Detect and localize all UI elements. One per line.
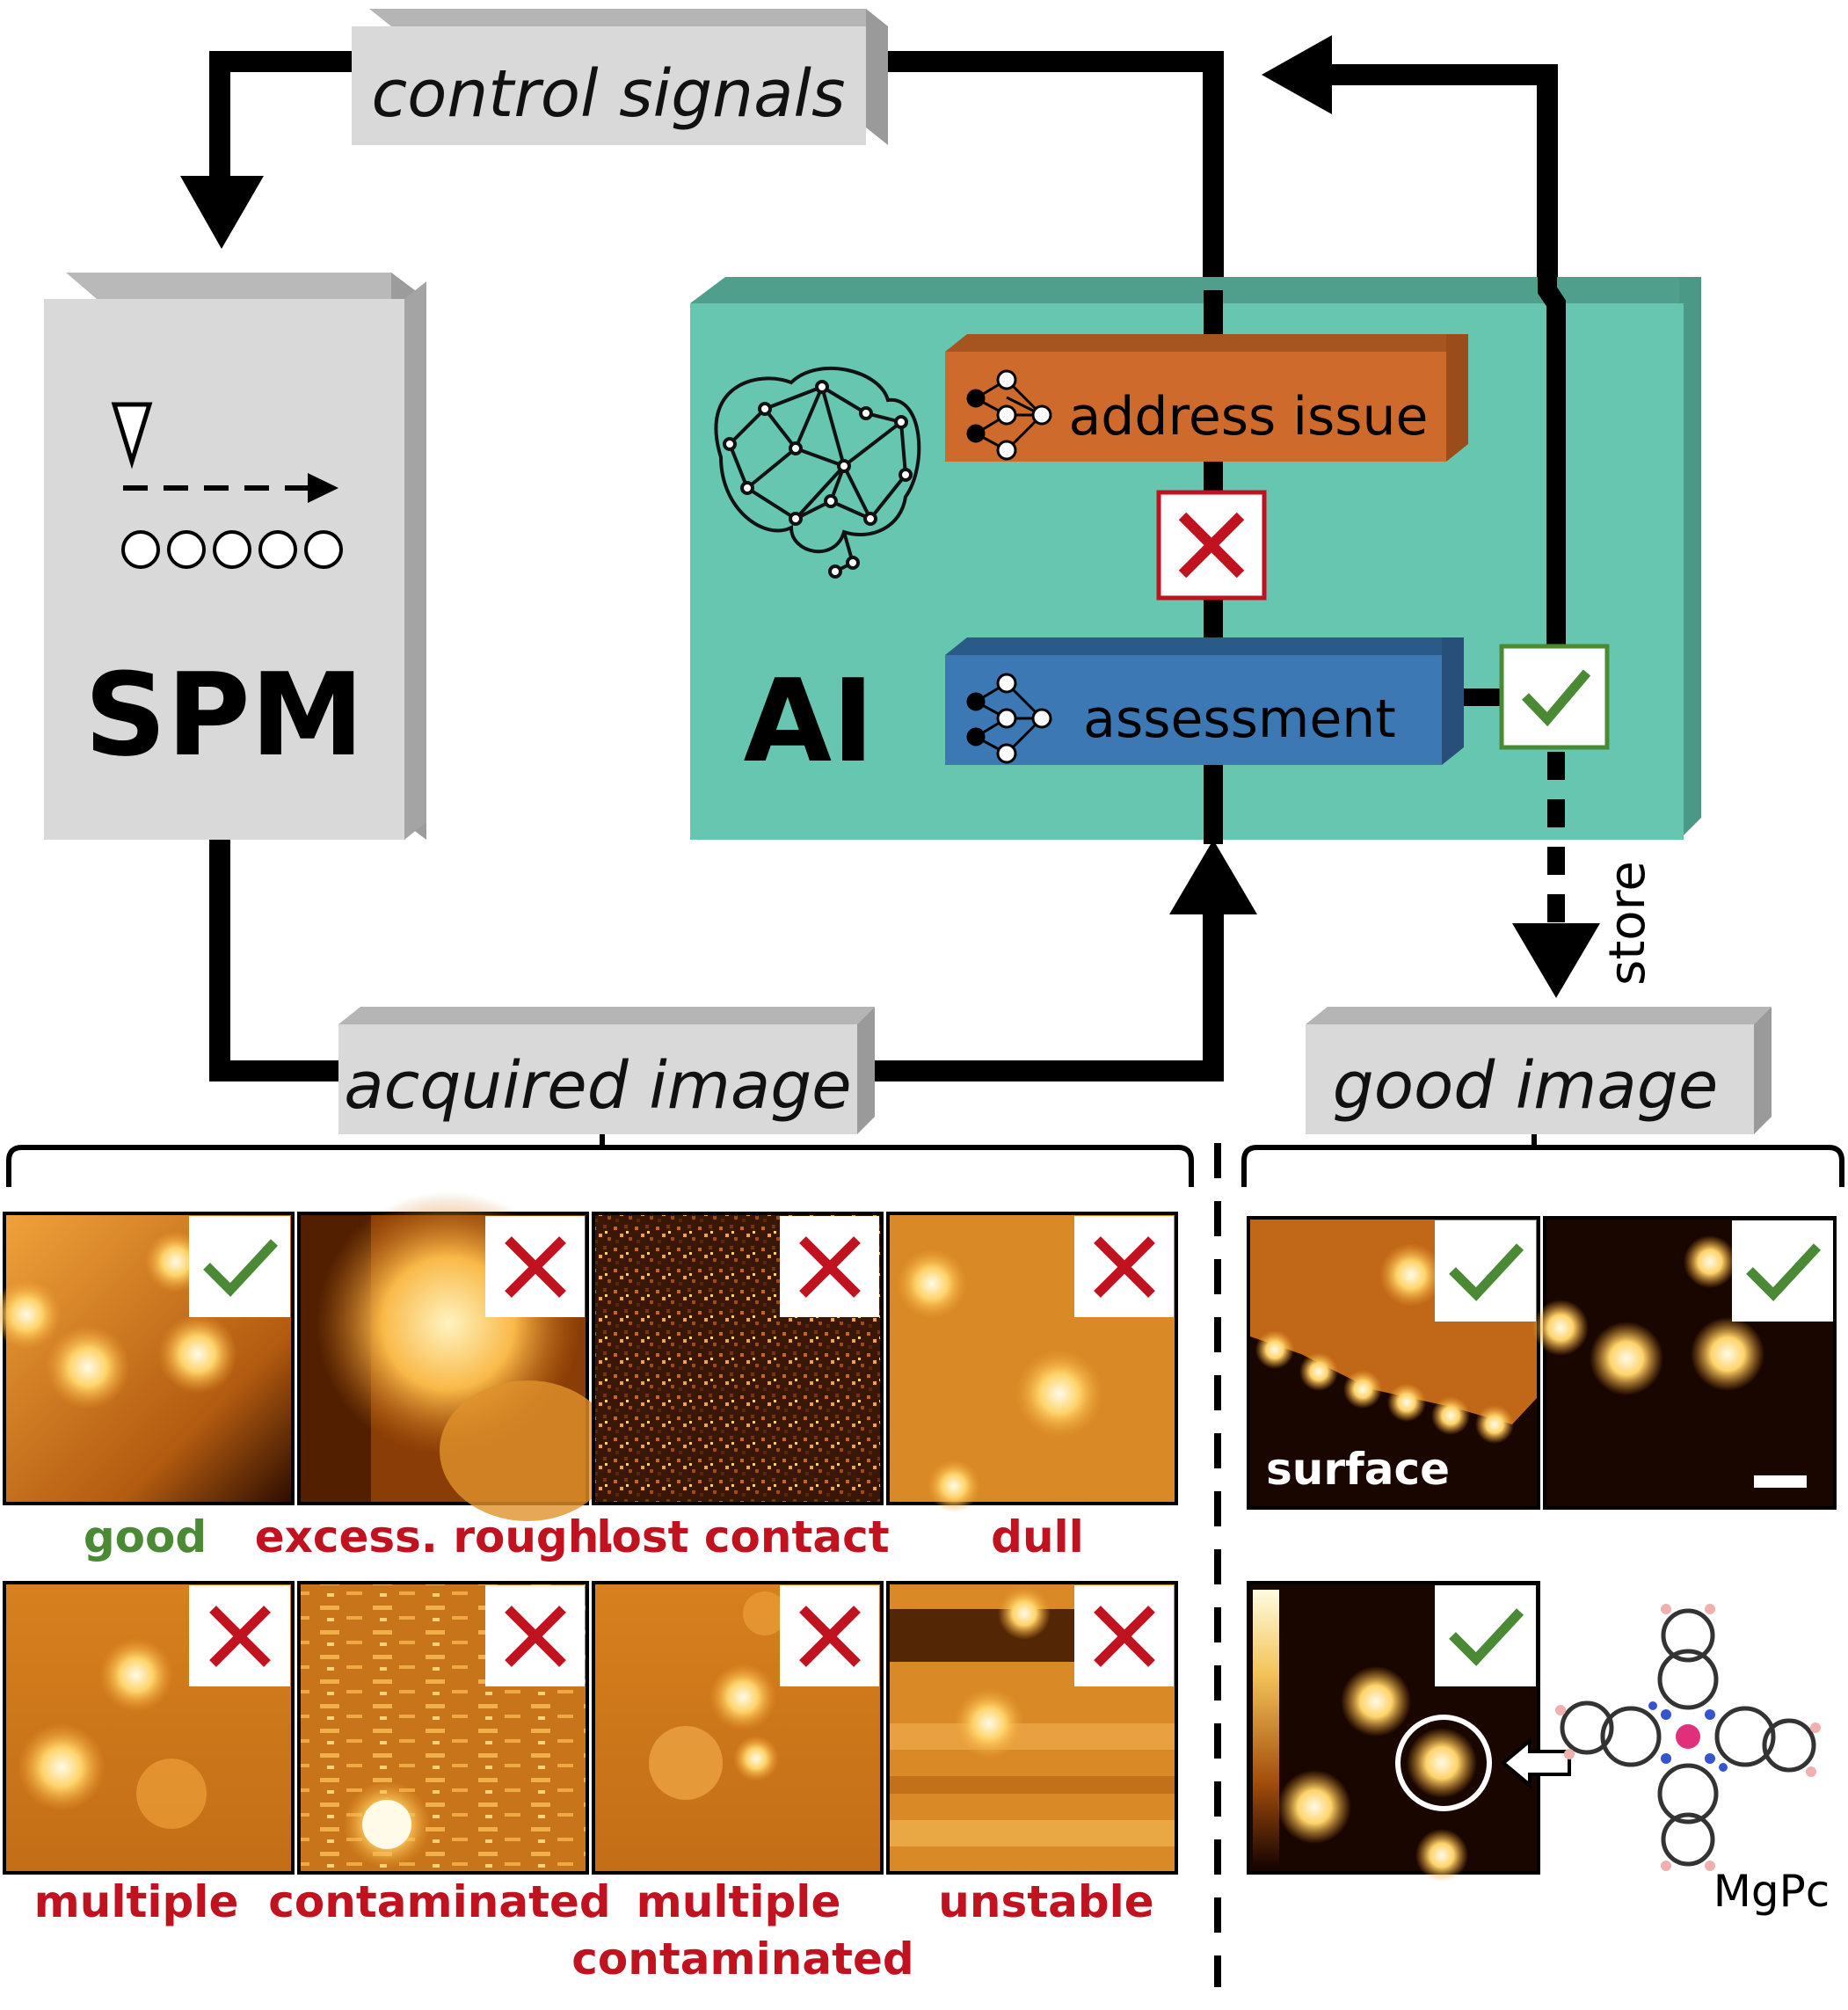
check-icon xyxy=(203,1239,279,1297)
check-icon xyxy=(1746,1243,1822,1301)
control-signals-label: control signals xyxy=(371,56,845,132)
scan-arrow-icon xyxy=(308,473,338,503)
accept-icon xyxy=(1499,644,1610,750)
pointer-arrow-icon xyxy=(1500,1737,1571,1789)
neural-net-icon xyxy=(966,369,1052,461)
scale-bar xyxy=(1754,1475,1807,1488)
cross-icon xyxy=(1094,1236,1155,1298)
control-signals-box: control signals xyxy=(352,9,888,145)
neural-net-icon xyxy=(966,673,1052,764)
assessment-label: assessment xyxy=(1083,688,1396,750)
caption-good: good xyxy=(84,1511,207,1562)
acquired-image-label: acquired image xyxy=(344,1048,851,1124)
scan-tile-lost-contact xyxy=(592,1212,884,1505)
cross-icon xyxy=(505,1236,566,1298)
acquired-bracket xyxy=(6,1134,1194,1187)
ai-label: AI xyxy=(744,654,875,788)
caption-lost-contact: lost contact xyxy=(596,1511,889,1562)
good-tile-zoom xyxy=(1247,1581,1540,1882)
scan-tile-multiple xyxy=(3,1581,295,1875)
cross-icon xyxy=(505,1606,566,1667)
good-tile-surface: surface xyxy=(1247,1216,1540,1510)
caption-contaminated: contaminated xyxy=(268,1876,610,1927)
scan-tile-dull xyxy=(886,1212,1178,1512)
caption-multiple-contaminated-2: contaminated xyxy=(571,1934,913,1985)
good-bracket xyxy=(1241,1134,1844,1187)
arrow-left-return xyxy=(1262,35,1332,114)
acquired-image-box: acquired image xyxy=(338,1007,875,1134)
tip-icon xyxy=(111,402,153,470)
spm-label: SPM xyxy=(84,648,364,782)
scan-tile-excess-rough xyxy=(297,1191,615,1521)
highlight-circle xyxy=(1395,1715,1492,1811)
caption-dull: dull xyxy=(991,1511,1084,1562)
cross-icon xyxy=(209,1606,271,1667)
scan-tile-unstable xyxy=(886,1581,1178,1875)
store-line-kink xyxy=(1538,264,1566,668)
store-label: store xyxy=(1599,861,1656,986)
caption-multiple-contaminated-1: multiple xyxy=(637,1876,841,1927)
arrow-down-spm xyxy=(180,176,264,249)
arrow-up-ai xyxy=(1169,840,1257,914)
scan-tile-multiple-contaminated xyxy=(592,1581,884,1875)
check-icon xyxy=(1449,1243,1524,1301)
caption-excess-rough: excess. rough. xyxy=(255,1511,616,1562)
spm-box: SPM xyxy=(44,273,426,840)
cross-icon xyxy=(1094,1606,1155,1667)
caption-unstable: unstable xyxy=(938,1876,1153,1927)
reject-icon xyxy=(1156,490,1267,601)
good-image-label: good image xyxy=(1333,1048,1719,1124)
check-icon xyxy=(1449,1608,1524,1666)
scan-tile-contaminated xyxy=(297,1581,589,1875)
sample-atoms-icon xyxy=(121,530,343,569)
color-scale-bar xyxy=(1253,1590,1279,1867)
assessment-bar: assessment xyxy=(945,637,1464,765)
molecule-label: MgPc xyxy=(1713,1866,1830,1917)
store-arrow xyxy=(1512,923,1600,998)
caption-multiple: multiple xyxy=(34,1876,239,1927)
good-image-box: good image xyxy=(1306,1007,1772,1134)
cross-icon xyxy=(799,1236,861,1298)
scan-tile-good xyxy=(0,1212,295,1505)
surface-label: surface xyxy=(1266,1444,1450,1495)
good-tile-molecules xyxy=(1532,1216,1837,1510)
mgpc-molecule-icon xyxy=(1555,1604,1821,1871)
cross-icon xyxy=(799,1606,861,1667)
brain-network-icon xyxy=(714,366,921,579)
address-issue-label: address issue xyxy=(1069,386,1429,448)
address-issue-bar: address issue xyxy=(945,334,1468,462)
